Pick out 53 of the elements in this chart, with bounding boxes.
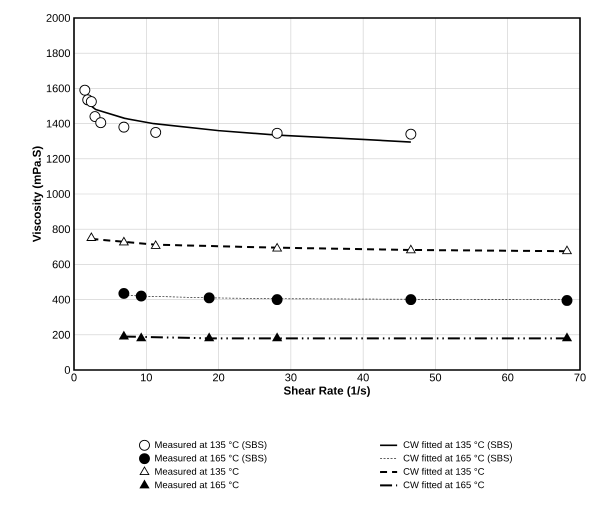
point <box>118 122 130 133</box>
x-tick-label: 60 <box>502 374 514 382</box>
x-axis-title: Shear Rate (1/s) <box>284 386 370 397</box>
legend-label: CW fitted at 165 °C <box>404 481 484 488</box>
point <box>79 84 90 96</box>
legend-label: Measured at 165 °C <box>155 481 239 488</box>
point <box>86 232 96 241</box>
point <box>119 236 129 246</box>
x-tick-label: 50 <box>430 374 442 382</box>
y-tick-label: 0 <box>64 366 70 374</box>
point <box>562 295 572 306</box>
legend-label: Measured at 135 °C <box>155 468 239 475</box>
point <box>86 96 97 108</box>
point <box>204 292 215 304</box>
x-tick-label: 20 <box>213 374 224 382</box>
point <box>95 117 106 128</box>
y-tick-label: 1600 <box>46 84 70 92</box>
x-tick-label: 70 <box>574 374 586 382</box>
point <box>562 246 572 254</box>
point <box>272 294 283 306</box>
point <box>150 240 160 249</box>
legend-label: Measured at 135 °C (SBS) <box>155 441 266 450</box>
y-tick-label: 800 <box>52 225 70 234</box>
legend-label: Measured at 165 °C (SBS) <box>155 454 266 464</box>
y-tick-label: 1800 <box>46 49 70 58</box>
x-tick-label: 10 <box>141 374 152 382</box>
legend-label: CW fitted at 135 °C (SBS) <box>404 441 512 450</box>
y-tick-label: 1200 <box>46 154 70 163</box>
point <box>136 290 147 302</box>
x-tick-label: 30 <box>285 374 297 382</box>
y-tick-label: 1000 <box>46 190 70 198</box>
y-tick-label: 200 <box>52 330 70 339</box>
x-tick-label: 0 <box>71 374 77 382</box>
legend-label: CW fitted at 135 °C <box>404 468 484 475</box>
point <box>136 332 146 342</box>
point <box>119 331 129 340</box>
x-tick-label: 40 <box>357 374 369 382</box>
point <box>272 128 283 139</box>
point <box>118 288 130 299</box>
y-tick-label: 600 <box>52 260 70 268</box>
point <box>204 332 214 342</box>
y-tick-label: 1400 <box>46 120 70 128</box>
point <box>405 128 416 140</box>
point <box>405 294 416 306</box>
y-tick-label: 2000 <box>46 14 70 22</box>
point <box>272 243 282 252</box>
point <box>406 244 416 254</box>
y-tick-label: 400 <box>52 296 70 304</box>
y-axis-title: Viscosity (mPa.S) <box>32 146 44 242</box>
point <box>562 332 572 342</box>
point <box>272 332 282 342</box>
legend-label: CW fitted at 165 °C (SBS) <box>404 454 512 464</box>
point <box>150 126 162 138</box>
